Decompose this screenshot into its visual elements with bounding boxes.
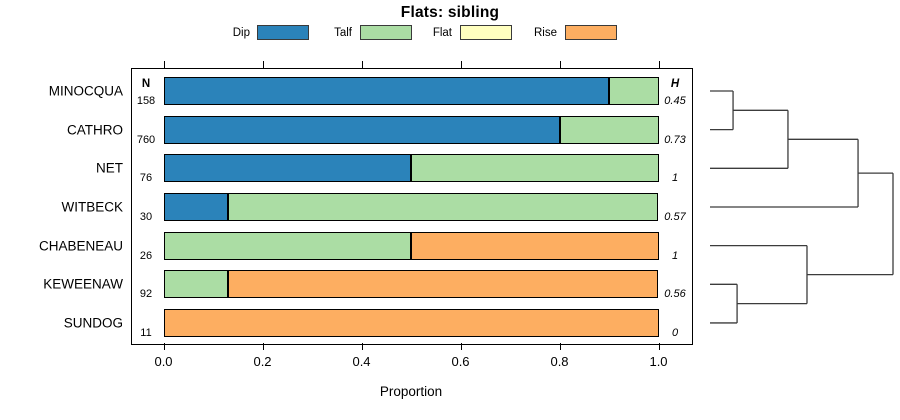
x-tick-top	[163, 61, 165, 68]
category-label-witbeck: WITBECK	[61, 199, 123, 215]
x-tick-label: 0.0	[154, 354, 173, 369]
x-tick-top	[460, 61, 462, 68]
bar-segment-minocqua-talf	[609, 77, 659, 105]
x-tick-label: 1.0	[649, 354, 668, 369]
bar-segment-cathro-talf	[559, 115, 659, 144]
bar-segment-net-talf	[411, 154, 659, 183]
bar-segment-cathro-dip	[163, 115, 560, 144]
x-tick-bottom	[460, 343, 462, 350]
category-label-net: NET	[96, 160, 123, 176]
x-tick-bottom	[262, 343, 264, 350]
legend-swatch-talf-icon	[360, 25, 412, 40]
h-value: 1	[671, 249, 679, 262]
category-label-sundog: SUNDOG	[63, 315, 123, 331]
category-label-keweenaw: KEWEENAW	[43, 276, 123, 292]
bar-segment-net-dip	[163, 154, 411, 183]
bar-segment-chabeneau-rise	[411, 231, 659, 260]
category-label-chabeneau: CHABENEAU	[38, 238, 123, 254]
n-value: 11	[140, 326, 152, 339]
bar-segment-minocqua-dip	[163, 77, 609, 105]
category-label-minocqua: MINOCQUA	[48, 83, 123, 99]
x-tick-top	[658, 61, 660, 68]
legend-swatch-rise-icon	[565, 25, 617, 40]
h-value: 0.73	[664, 133, 686, 146]
x-axis-label: Proportion	[379, 384, 443, 399]
category-label-cathro: CATHRO	[67, 122, 123, 138]
bar-segment-sundog-rise	[163, 308, 659, 337]
bar-segment-chabeneau-talf	[163, 231, 411, 260]
x-tick-top	[361, 61, 363, 68]
h-column-header: H	[670, 78, 680, 90]
legend-label-flat: Flat	[432, 26, 452, 39]
legend-swatch-dip-icon	[257, 25, 309, 40]
x-tick-label: 0.8	[550, 354, 569, 369]
n-value: 158	[136, 95, 156, 107]
x-tick-bottom	[658, 343, 660, 350]
x-tick-bottom	[163, 343, 165, 350]
chart-title: Flats: sibling	[400, 4, 500, 21]
n-value: 760	[136, 133, 156, 146]
h-value: 0.45	[664, 95, 686, 107]
legend-label-dip: Dip	[232, 26, 250, 39]
legend-swatch-flat-icon	[460, 25, 512, 40]
h-value: 0.56	[664, 288, 686, 301]
x-tick-top	[262, 61, 264, 68]
h-value: 0	[671, 326, 679, 339]
x-tick-bottom	[361, 343, 363, 350]
x-tick-label: 0.4	[352, 354, 371, 369]
legend-label-rise: Rise	[533, 26, 557, 39]
legend-label-talf: Talf	[334, 26, 352, 39]
x-tick-label: 0.2	[253, 354, 272, 369]
bar-segment-keweenaw-rise	[227, 270, 659, 299]
n-value: 92	[139, 288, 153, 301]
n-value: 26	[139, 249, 153, 262]
bar-segment-witbeck-talf	[227, 192, 659, 221]
n-column-header: N	[141, 78, 151, 90]
x-tick-top	[559, 61, 561, 68]
h-value: 1	[671, 172, 679, 185]
bar-segment-keweenaw-talf	[163, 270, 228, 299]
bar-segment-witbeck-dip	[163, 192, 228, 221]
h-value: 0.57	[664, 210, 686, 223]
x-tick-bottom	[559, 343, 561, 350]
n-value: 30	[139, 210, 153, 223]
n-value: 76	[139, 172, 153, 185]
x-tick-label: 0.6	[451, 354, 470, 369]
